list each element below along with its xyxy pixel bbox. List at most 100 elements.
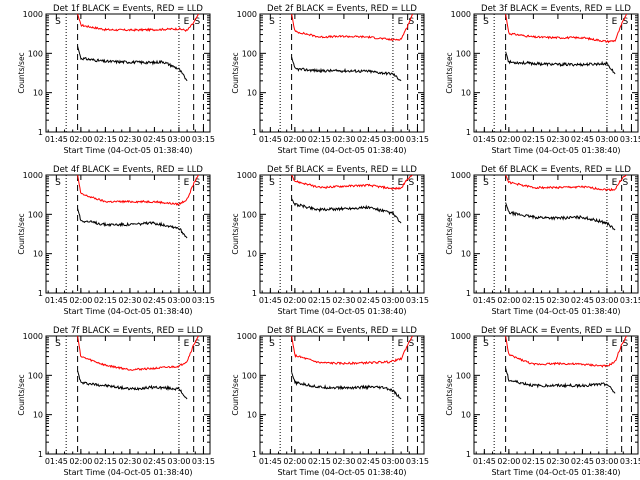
events-series-line xyxy=(291,56,402,82)
region-marker-e: E xyxy=(612,17,618,27)
lld-series-line xyxy=(291,175,413,191)
panel-title: Det 5f BLACK = Events, RED = LLD xyxy=(267,165,417,175)
region-marker-s: S xyxy=(269,178,275,188)
region-marker-s: S xyxy=(622,17,628,27)
y-tick-label: 1 xyxy=(38,128,43,137)
panel-title: Det 1f BLACK = Events, RED = LLD xyxy=(53,4,203,14)
x-tick-label: 01:45 xyxy=(259,296,282,305)
x-tick-label: 02:15 xyxy=(522,457,545,466)
plot-frame xyxy=(259,335,425,455)
x-tick-label: 02:15 xyxy=(308,135,331,144)
x-axis-label: Start Time (04-Oct-05 01:38:40) xyxy=(63,468,192,477)
y-tick-label: 10 xyxy=(247,250,257,259)
y-tick-label: 1000 xyxy=(23,10,43,19)
x-tick-label: 03:00 xyxy=(167,296,190,305)
region-marker-e: E xyxy=(612,339,618,349)
y-tick-label: 10 xyxy=(247,89,257,98)
region-marker-s: S xyxy=(269,339,275,349)
y-tick-label: 1 xyxy=(466,450,471,459)
y-axis-label: Counts/sec xyxy=(17,213,26,254)
region-marker-s: S xyxy=(408,17,414,27)
region-marker-s: S xyxy=(622,339,628,349)
y-axis-label: Counts/sec xyxy=(445,213,454,254)
y-axis-label: Counts/sec xyxy=(231,374,240,415)
plot-frame xyxy=(259,174,425,294)
detector-panel-1: Det 1f BLACK = Events, RED = LLD 1 10 100 10… xyxy=(17,4,215,155)
region-marker-s: S xyxy=(194,17,200,27)
y-tick-label: 1000 xyxy=(451,10,471,19)
y-axis-label: Counts/sec xyxy=(445,374,454,415)
events-series-line xyxy=(77,208,188,239)
y-tick-label: 1000 xyxy=(237,171,257,180)
x-axis-label: Start Time (04-Oct-05 01:38:40) xyxy=(63,146,192,155)
x-tick-label: 03:15 xyxy=(192,296,215,305)
y-axis-label: Counts/sec xyxy=(231,213,240,254)
x-tick-label: 02:45 xyxy=(571,457,594,466)
x-tick-label: 02:00 xyxy=(283,457,306,466)
lld-series-line xyxy=(505,14,628,44)
y-tick-label: 1000 xyxy=(237,10,257,19)
y-tick-label: 100 xyxy=(28,210,43,219)
x-tick-label: 02:00 xyxy=(69,135,92,144)
region-marker-e: E xyxy=(398,178,404,188)
y-tick-label: 100 xyxy=(242,49,257,58)
x-tick-label: 02:30 xyxy=(118,135,141,144)
x-tick-label: 02:00 xyxy=(283,135,306,144)
region-marker-s: S xyxy=(55,339,61,349)
region-marker-e: E xyxy=(398,339,404,349)
y-tick-label: 1000 xyxy=(23,171,43,180)
x-tick-label: 03:00 xyxy=(381,135,404,144)
y-tick-label: 10 xyxy=(33,89,43,98)
x-tick-label: 02:45 xyxy=(143,135,166,144)
y-tick-label: 1 xyxy=(38,289,43,298)
x-axis-label: Start Time (04-Oct-05 01:38:40) xyxy=(277,146,406,155)
x-axis-label: Start Time (04-Oct-05 01:38:40) xyxy=(277,468,406,477)
x-tick-label: 03:00 xyxy=(381,457,404,466)
x-tick-label: 02:30 xyxy=(332,457,355,466)
detector-panel-3: Det 3f BLACK = Events, RED = LLD 1 10 100 10… xyxy=(445,4,640,155)
region-marker-e: E xyxy=(184,178,190,188)
x-tick-label: 02:15 xyxy=(94,296,117,305)
panel-title: Det 6f BLACK = Events, RED = LLD xyxy=(481,165,631,175)
lld-series-line xyxy=(505,336,628,368)
y-tick-label: 10 xyxy=(461,411,471,420)
y-tick-label: 10 xyxy=(461,250,471,259)
x-axis-label: Start Time (04-Oct-05 01:38:40) xyxy=(491,468,620,477)
y-tick-label: 1000 xyxy=(451,332,471,341)
detector-panel-7: Det 7f BLACK = Events, RED = LLD 1 10 100 10… xyxy=(17,326,215,477)
y-tick-label: 100 xyxy=(242,210,257,219)
y-axis-label: Counts/sec xyxy=(445,52,454,93)
x-tick-label: 01:45 xyxy=(45,135,68,144)
x-tick-label: 02:45 xyxy=(357,457,380,466)
region-marker-s: S xyxy=(408,339,414,349)
plot-frame xyxy=(259,13,425,133)
region-marker-s: S xyxy=(269,17,275,27)
events-series-line xyxy=(505,202,616,231)
region-marker-s: S xyxy=(483,339,489,349)
y-tick-label: 1 xyxy=(252,450,257,459)
y-tick-label: 1000 xyxy=(23,332,43,341)
detector-panel-6: Det 6f BLACK = Events, RED = LLD 1 10 100 10… xyxy=(445,165,640,316)
lld-series-line xyxy=(77,175,200,206)
region-marker-s: S xyxy=(55,17,61,27)
y-tick-label: 100 xyxy=(456,371,471,380)
x-tick-label: 02:45 xyxy=(571,296,594,305)
x-tick-label: 02:15 xyxy=(522,135,545,144)
y-tick-label: 10 xyxy=(461,89,471,98)
plot-frame xyxy=(45,13,211,133)
y-tick-label: 1 xyxy=(466,128,471,137)
x-tick-label: 03:00 xyxy=(595,296,618,305)
y-tick-label: 100 xyxy=(28,49,43,58)
y-tick-label: 10 xyxy=(33,250,43,259)
x-tick-label: 01:45 xyxy=(473,296,496,305)
x-axis-label: Start Time (04-Oct-05 01:38:40) xyxy=(63,307,192,316)
x-tick-label: 03:15 xyxy=(406,296,429,305)
x-tick-label: 02:30 xyxy=(332,296,355,305)
x-tick-label: 02:00 xyxy=(497,135,520,144)
region-marker-s: S xyxy=(622,178,628,188)
events-series-line xyxy=(291,372,402,400)
detector-panel-2: Det 2f BLACK = Events, RED = LLD 1 10 100 10… xyxy=(231,4,429,155)
x-tick-label: 01:45 xyxy=(259,457,282,466)
x-tick-label: 03:15 xyxy=(192,135,215,144)
